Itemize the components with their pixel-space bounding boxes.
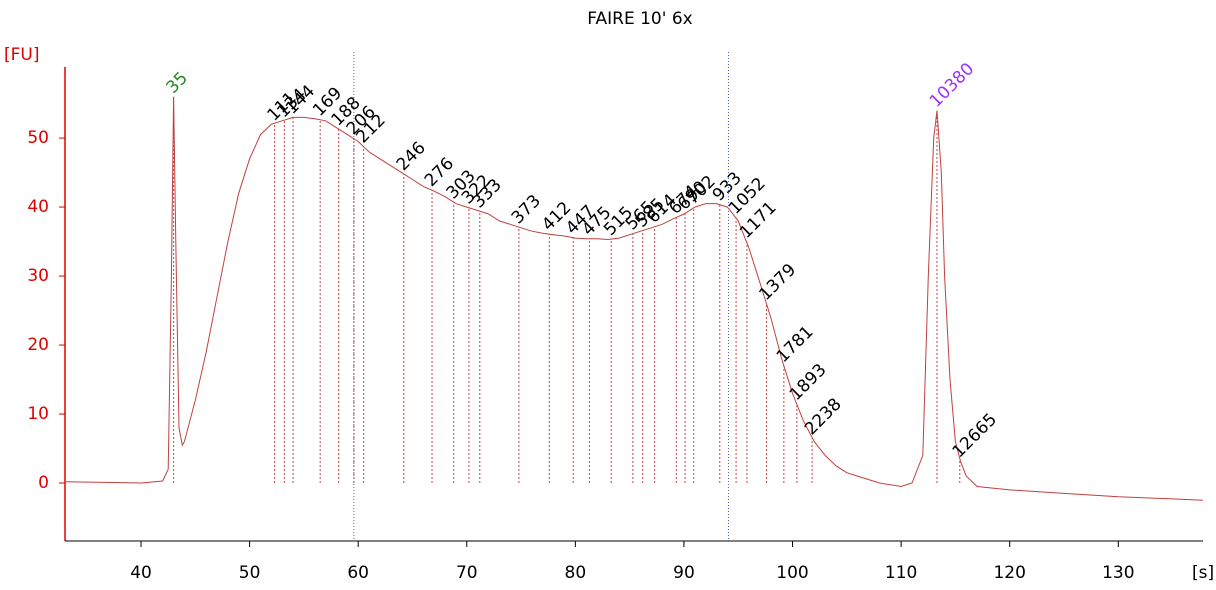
peak-label: 12665 [949,410,1001,462]
y-tick-label: 50 [27,128,49,148]
x-tick-label: 60 [347,563,369,583]
peak-label: 2238 [801,395,846,440]
y-tick-label: 0 [38,473,49,493]
x-tick-label: 130 [1102,563,1134,583]
y-tick-label: 40 [27,197,49,217]
peak-label: 1893 [786,360,831,405]
y-tick-label: 30 [27,266,49,286]
peak-label: 35 [163,68,192,97]
peak-label: 1379 [755,260,800,305]
x-tick-label: 50 [239,563,261,583]
x-tick-label: 70 [456,563,478,583]
chart-title: FAIRE 10' 6x [587,9,692,29]
x-tick-label: 40 [130,563,152,583]
x-tick-label: 80 [565,563,587,583]
y-tick-label: 10 [27,404,49,424]
trace [64,96,1204,501]
y-axis-label: [FU] [4,45,40,65]
y-tick-label: 20 [27,335,49,355]
peak-label: 1781 [773,322,818,367]
x-tick-label: 90 [673,563,695,583]
x-tick-label: 110 [885,563,917,583]
peak-label: 246 [393,138,430,175]
peak-label: 10380 [926,59,978,111]
x-tick-label: 120 [993,563,1025,583]
x-tick-label: 100 [776,563,808,583]
x-axis-label: [s] [1192,563,1214,583]
